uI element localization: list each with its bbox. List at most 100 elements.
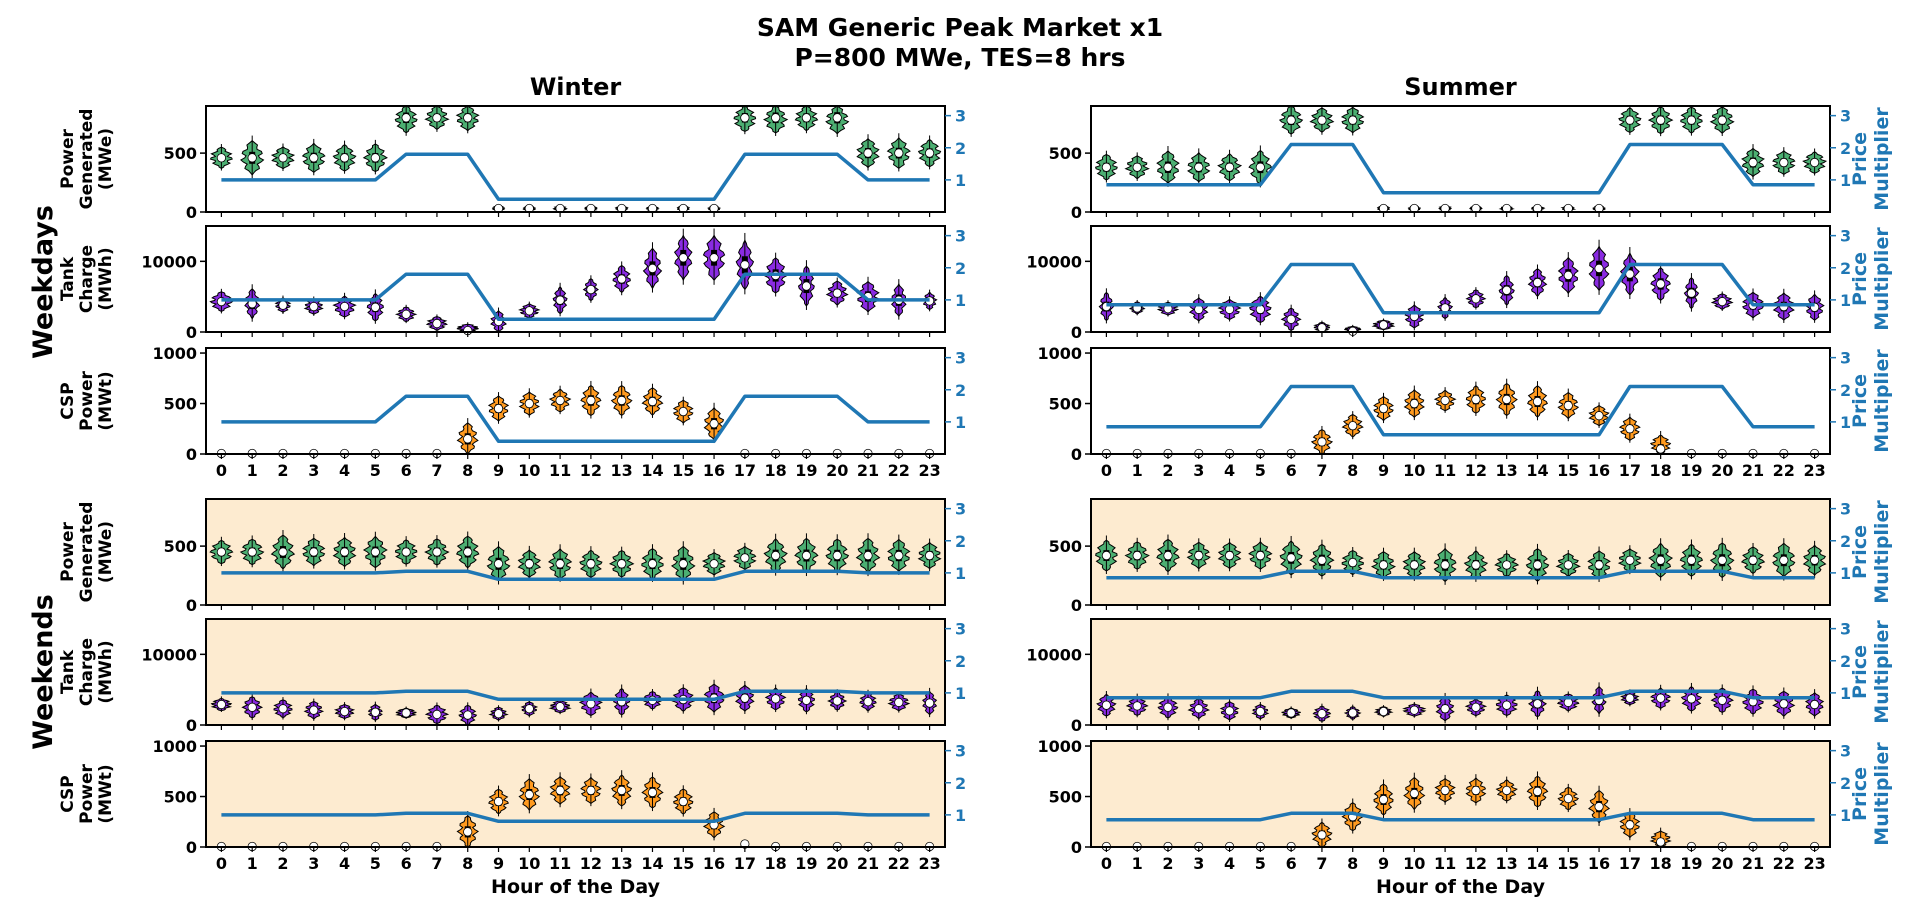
plot-frame xyxy=(205,105,946,213)
violin-hour-3 xyxy=(1188,294,1209,324)
violin-median-marker xyxy=(1656,444,1666,454)
y-tick-label: 0 xyxy=(1071,445,1082,464)
violin-median-marker xyxy=(832,113,842,123)
violin-median-marker xyxy=(1317,323,1327,333)
violin-hour-18 xyxy=(1650,262,1671,304)
plot-area xyxy=(1091,348,1830,454)
violin-median-marker xyxy=(801,113,812,123)
x-tick-label: 6 xyxy=(401,461,412,480)
violin-hour-10 xyxy=(518,774,541,814)
violin-hour-9 xyxy=(488,705,509,722)
violin-hour-9 xyxy=(490,307,508,333)
violin-hour-8 xyxy=(455,531,480,571)
violin-median-marker xyxy=(370,153,380,163)
x-tick-label: 0 xyxy=(216,854,227,873)
violin-median-marker xyxy=(586,284,596,295)
violin-hour-13 xyxy=(610,381,633,419)
violin-median-marker xyxy=(1686,288,1697,298)
panel-winter_weekday-power: 0 500 1 2 3 Power Generated (MWe) xyxy=(58,105,966,222)
plot-area xyxy=(1091,499,1830,605)
violin-median-marker xyxy=(1132,550,1142,561)
plot-area xyxy=(206,226,945,332)
price-axis-label: Multiplier xyxy=(1871,500,1893,604)
violin-median-marker xyxy=(1224,550,1235,561)
y-tick-label: 500 xyxy=(164,395,197,414)
price-tick-label: 3 xyxy=(1840,349,1851,368)
violin-median-marker xyxy=(1502,700,1512,710)
y-tick-label: 10000 xyxy=(141,252,197,271)
violin-median-marker xyxy=(1810,555,1820,565)
metric-label: Power xyxy=(77,764,97,824)
price-axis-label: Multiplier xyxy=(1871,107,1893,211)
violin-hour-9 xyxy=(1370,547,1397,581)
violin-median-marker xyxy=(1409,705,1419,715)
x-tick-label: 14 xyxy=(1526,461,1548,480)
violin-hour-11 xyxy=(1434,774,1456,805)
violin-median-marker xyxy=(647,559,658,569)
y-tick-label: 0 xyxy=(186,838,197,857)
violin-median-marker xyxy=(801,281,812,291)
x-tick-label: 10 xyxy=(1403,461,1425,480)
x-tick-label: 9 xyxy=(493,461,504,480)
violin-hour-9 xyxy=(488,785,510,817)
violin-median-marker xyxy=(555,702,565,712)
violin-hour-14 xyxy=(1531,203,1546,214)
violin-hour-8 xyxy=(456,418,479,455)
x-axis-label: Hour of the Day xyxy=(491,876,661,898)
price-axis-label: Multiplier xyxy=(1871,742,1893,846)
violin-median-marker xyxy=(216,699,226,710)
y-tick-label: 0 xyxy=(186,445,197,464)
x-tick-label: 21 xyxy=(857,461,879,480)
x-tick-label: 2 xyxy=(1162,854,1173,873)
violin-hour-16 xyxy=(1587,546,1611,582)
violin-median-marker xyxy=(1317,115,1327,125)
violin-median-marker xyxy=(370,707,380,717)
x-tick-label: 5 xyxy=(1255,461,1266,480)
violin-median-marker xyxy=(1255,706,1265,717)
violin-hour-18 xyxy=(1649,430,1672,455)
violin-median-marker xyxy=(1163,162,1173,172)
y-tick-label: 1000 xyxy=(152,344,197,363)
violin-hour-14 xyxy=(641,544,664,582)
price-tick-label: 1 xyxy=(1840,806,1851,825)
violin-median-marker xyxy=(1625,424,1635,434)
violin-median-marker xyxy=(1656,693,1666,703)
violin-hour-8 xyxy=(1341,411,1364,440)
violin-median-marker xyxy=(1409,788,1419,799)
violin-hour-9 xyxy=(491,203,506,214)
y-tick-label: 500 xyxy=(1049,788,1082,807)
y-tick-label: 500 xyxy=(164,144,197,163)
x-tick-label: 9 xyxy=(1378,461,1389,480)
violin-median-marker xyxy=(740,260,750,270)
violin-hour-23 xyxy=(1802,148,1828,176)
violin-median-marker xyxy=(1317,709,1327,719)
violin-median-marker xyxy=(678,253,688,263)
violin-hour-18 xyxy=(763,533,788,576)
violin-median-marker xyxy=(647,396,658,407)
violin-median-marker xyxy=(1163,702,1173,712)
x-tick-label: 11 xyxy=(1434,461,1456,480)
plot-frame xyxy=(1090,740,1831,848)
violin-median-marker xyxy=(524,306,534,316)
price-tick-label: 2 xyxy=(955,139,966,158)
violin-median-marker xyxy=(216,547,226,557)
violin-hour-19 xyxy=(794,105,819,134)
x-tick-label: 23 xyxy=(918,854,940,873)
x-tick-label: 17 xyxy=(1619,854,1641,873)
violin-median-marker xyxy=(370,547,380,557)
violin-hour-2 xyxy=(1156,534,1180,575)
violin-hour-20 xyxy=(1710,291,1734,311)
violin-median-marker xyxy=(1471,294,1481,304)
violin-hour-14 xyxy=(645,203,660,214)
violin-median-marker xyxy=(463,113,473,123)
violin-hour-12 xyxy=(582,275,600,303)
violin-median-marker xyxy=(740,113,750,123)
violin-hour-10 xyxy=(1403,772,1426,813)
price-tick-label: 1 xyxy=(955,564,966,583)
violin-median-marker xyxy=(617,785,627,796)
violin-median-marker xyxy=(1656,837,1666,847)
x-tick-label: 22 xyxy=(1773,461,1795,480)
x-tick-label: 4 xyxy=(1224,854,1235,873)
violin-median-marker xyxy=(678,406,688,417)
